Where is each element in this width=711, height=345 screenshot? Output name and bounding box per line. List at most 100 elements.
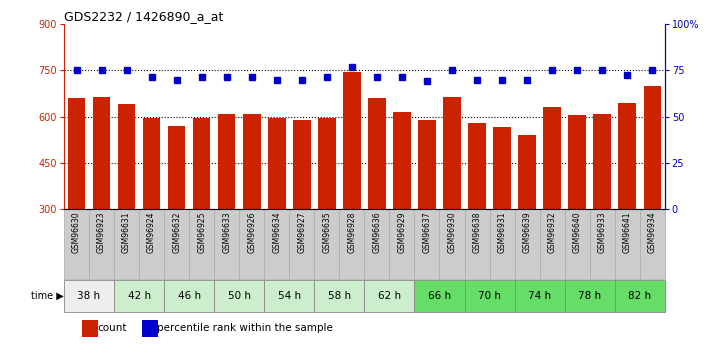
Bar (314, 209, 339, 278)
Bar (268, 118, 286, 209)
Bar (314, 280, 365, 312)
Text: GSM96927: GSM96927 (297, 211, 306, 253)
Text: GSM96928: GSM96928 (348, 211, 356, 253)
Text: 70 h: 70 h (478, 291, 501, 301)
Bar (89, 209, 114, 278)
Bar (289, 209, 314, 278)
Bar (464, 280, 515, 312)
Bar (118, 104, 135, 209)
Bar (365, 280, 415, 312)
Bar (615, 280, 665, 312)
Bar (193, 118, 210, 209)
Bar (189, 209, 214, 278)
Bar (615, 209, 640, 278)
Bar (540, 209, 565, 278)
Text: 54 h: 54 h (278, 291, 301, 301)
Bar (594, 114, 611, 209)
Bar (543, 107, 561, 209)
Bar (143, 118, 161, 209)
Bar (214, 209, 239, 278)
Bar (164, 280, 214, 312)
Bar (139, 209, 164, 278)
Text: GSM96923: GSM96923 (97, 211, 106, 253)
Bar (643, 86, 661, 209)
Text: 58 h: 58 h (328, 291, 351, 301)
Bar (68, 98, 85, 209)
Text: GSM96636: GSM96636 (373, 211, 381, 253)
Text: percentile rank within the sample: percentile rank within the sample (157, 324, 333, 334)
Bar (64, 209, 89, 278)
Text: GSM96640: GSM96640 (572, 211, 582, 253)
Bar (565, 209, 589, 278)
Text: GDS2232 / 1426890_a_at: GDS2232 / 1426890_a_at (64, 10, 223, 23)
Bar (218, 114, 235, 209)
Bar (415, 280, 464, 312)
Text: 46 h: 46 h (178, 291, 201, 301)
Text: GSM96638: GSM96638 (473, 211, 481, 253)
Bar (264, 280, 314, 312)
Text: 42 h: 42 h (127, 291, 151, 301)
Text: 50 h: 50 h (228, 291, 251, 301)
Text: GSM96932: GSM96932 (547, 211, 557, 253)
Bar (343, 72, 360, 209)
Bar (318, 118, 336, 209)
Bar (92, 97, 110, 209)
Text: GSM96929: GSM96929 (397, 211, 407, 253)
Bar (490, 209, 515, 278)
Bar (515, 209, 540, 278)
Bar (393, 112, 411, 209)
Bar (365, 209, 390, 278)
Bar (142, 319, 158, 337)
Bar (568, 115, 586, 209)
Text: GSM96630: GSM96630 (72, 211, 81, 253)
Bar (264, 209, 289, 278)
Text: 38 h: 38 h (77, 291, 100, 301)
Bar (390, 209, 415, 278)
Text: GSM96635: GSM96635 (322, 211, 331, 253)
Bar (439, 209, 464, 278)
Text: GSM96631: GSM96631 (122, 211, 131, 253)
Text: GSM96637: GSM96637 (422, 211, 432, 253)
Text: 62 h: 62 h (378, 291, 401, 301)
Text: time ▶: time ▶ (31, 291, 64, 301)
Bar (114, 209, 139, 278)
Bar (589, 209, 615, 278)
Text: GSM96634: GSM96634 (272, 211, 282, 253)
Bar (243, 114, 260, 209)
Text: GSM96633: GSM96633 (223, 211, 231, 253)
Bar (469, 123, 486, 209)
Text: count: count (97, 324, 127, 334)
Bar (415, 209, 439, 278)
Text: GSM96930: GSM96930 (447, 211, 456, 253)
Text: GSM96925: GSM96925 (197, 211, 206, 253)
Text: GSM96924: GSM96924 (147, 211, 156, 253)
Bar (515, 280, 565, 312)
Text: GSM96926: GSM96926 (247, 211, 256, 253)
Text: 82 h: 82 h (629, 291, 651, 301)
Bar (239, 209, 264, 278)
Bar (82, 319, 97, 337)
Bar (293, 120, 311, 209)
Text: GSM96933: GSM96933 (598, 211, 606, 253)
Bar (64, 280, 114, 312)
Text: GSM96632: GSM96632 (172, 211, 181, 253)
Bar (368, 98, 385, 209)
Bar (464, 209, 490, 278)
Text: 66 h: 66 h (428, 291, 451, 301)
Text: 78 h: 78 h (578, 291, 602, 301)
Bar (339, 209, 364, 278)
Bar (565, 280, 615, 312)
Bar (619, 103, 636, 209)
Bar (164, 209, 189, 278)
Bar (443, 97, 461, 209)
Bar (418, 120, 436, 209)
Text: GSM96934: GSM96934 (648, 211, 657, 253)
Text: GSM96639: GSM96639 (523, 211, 532, 253)
Bar (168, 126, 186, 209)
Bar (114, 280, 164, 312)
Text: GSM96641: GSM96641 (623, 211, 632, 253)
Bar (493, 127, 510, 209)
Text: GSM96931: GSM96931 (498, 211, 506, 253)
Bar (518, 135, 536, 209)
Bar (214, 280, 264, 312)
